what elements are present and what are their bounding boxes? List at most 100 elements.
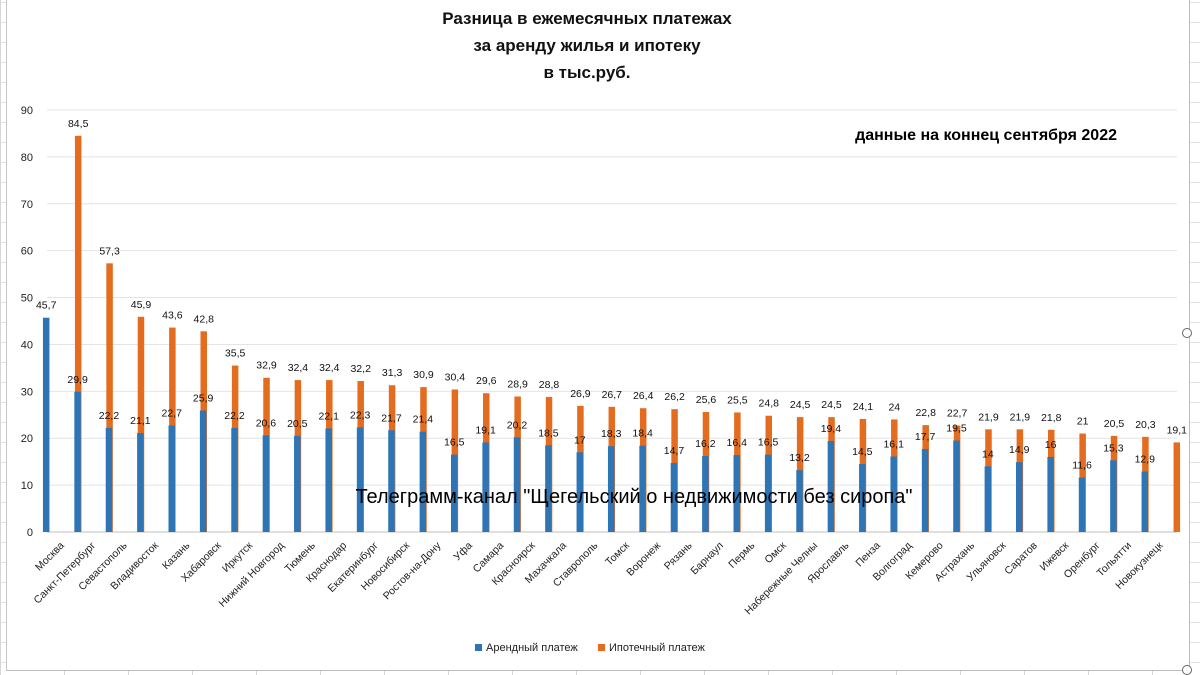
data-label: 14,5: [852, 446, 873, 458]
data-label: 24: [888, 401, 900, 413]
bar-rent[interactable]: [639, 445, 646, 532]
data-label: 21,9: [978, 411, 999, 423]
bar-rent[interactable]: [890, 456, 897, 532]
x-tick-label: Ростов-на-Дону: [381, 539, 444, 602]
data-label: 84,5: [68, 118, 89, 130]
bar-rent[interactable]: [42, 317, 50, 532]
bar-mortgage[interactable]: [106, 263, 113, 532]
data-label: 24,8: [759, 398, 780, 410]
x-tick-label: Саратов: [1002, 539, 1040, 577]
data-label: 19,4: [821, 423, 842, 435]
data-label: 15,3: [1103, 442, 1124, 454]
data-label: 20,5: [1104, 418, 1125, 430]
data-label: 22,2: [224, 410, 245, 422]
legend-swatch-mortgage: [598, 644, 605, 651]
legend: Арендный платеж Ипотечный платеж: [475, 642, 705, 654]
data-label: 16,1: [883, 439, 904, 451]
data-label: 45,9: [131, 299, 152, 311]
data-label: 32,2: [350, 363, 371, 375]
bar-rent[interactable]: [859, 464, 866, 532]
legend-label-rent: Арендный платеж: [486, 642, 578, 654]
data-label: 21,1: [130, 415, 151, 427]
bar-rent[interactable]: [921, 449, 929, 532]
y-tick-label: 90: [21, 105, 33, 117]
resize-handle-bottom-right[interactable]: [1182, 665, 1192, 675]
y-tick-label: 10: [21, 480, 33, 492]
bar-rent[interactable]: [733, 455, 741, 532]
chart-frame[interactable]: 0 10 20 30 40 50 60 70 80 90 45,7 84,5 29,9 57,3 22,2…: [6, 0, 1190, 671]
bar-mortgage[interactable]: [74, 135, 82, 533]
data-label: 12,9: [1135, 454, 1156, 466]
data-label: 16,4: [727, 437, 748, 449]
data-label: 57,3: [99, 245, 120, 257]
x-axis: МоскваСанкт-ПетербургСевастопольВладивос…: [31, 539, 1165, 617]
bar-rent[interactable]: [545, 445, 552, 532]
bar-rent[interactable]: [984, 466, 992, 532]
data-label: 26,4: [633, 390, 654, 402]
data-label: 22,7: [947, 408, 968, 420]
y-tick-label: 40: [21, 339, 33, 351]
bar-rent[interactable]: [764, 454, 772, 532]
data-label: 21,4: [413, 414, 434, 426]
chart-title-line-1: Разница в ежемесячных платежах: [442, 9, 732, 28]
bar-rent[interactable]: [262, 435, 270, 532]
data-label: 22,1: [318, 410, 339, 422]
bar-mortgage[interactable]: [137, 316, 145, 532]
y-tick-label: 0: [27, 527, 33, 539]
data-label: 35,5: [225, 348, 246, 360]
bar-rent[interactable]: [670, 463, 678, 532]
watermark-text: Телеграмм-канал "Щегельский о недвижимос…: [355, 486, 912, 508]
bar-rent[interactable]: [74, 391, 81, 532]
y-tick-label: 60: [21, 246, 33, 258]
data-label: 18,5: [538, 427, 559, 439]
bar-rent[interactable]: [168, 425, 176, 532]
data-label: 32,4: [288, 362, 309, 374]
bar-rent[interactable]: [1110, 460, 1117, 532]
bar-mortgage[interactable]: [1173, 442, 1181, 532]
data-label: 22,2: [99, 410, 120, 422]
bar-rent[interactable]: [1141, 471, 1149, 532]
data-label: 13,2: [789, 452, 810, 464]
x-tick-label: Пенза: [853, 540, 883, 570]
data-label: 25,9: [193, 393, 214, 405]
y-tick-label: 70: [21, 199, 33, 211]
bar-rent[interactable]: [796, 470, 803, 532]
bar-rent[interactable]: [1016, 462, 1023, 532]
bar-rent[interactable]: [137, 433, 144, 532]
bar-rent[interactable]: [702, 456, 709, 532]
data-label: 26,9: [570, 388, 591, 400]
bar-rent[interactable]: [356, 427, 364, 532]
bar-rent[interactable]: [325, 428, 332, 532]
bars[interactable]: [42, 135, 1181, 533]
bar-rent[interactable]: [607, 446, 615, 532]
data-label: 43,6: [162, 310, 183, 322]
data-label: 22,7: [162, 408, 183, 420]
y-tick-label: 30: [21, 386, 33, 398]
y-tick-label: 80: [21, 152, 33, 164]
data-label: 20,3: [1135, 419, 1156, 431]
bar-rent[interactable]: [419, 431, 427, 532]
bar-rent[interactable]: [953, 440, 960, 532]
bar-rent[interactable]: [294, 435, 301, 532]
data-date-note: данные на коннец сентября 2022: [855, 127, 1117, 144]
bar-rent[interactable]: [388, 430, 395, 532]
bar-rent[interactable]: [231, 427, 238, 532]
bar-rent[interactable]: [199, 410, 207, 532]
bar-rent[interactable]: [576, 452, 584, 532]
data-labels: 45,7 84,5 29,9 57,3 22,2 45,9 21,1 43,6 22,7 42,8…: [36, 118, 1187, 472]
bar-rent[interactable]: [451, 454, 458, 532]
data-label: 14: [982, 448, 994, 460]
bar-rent[interactable]: [827, 441, 835, 532]
resize-handle-right[interactable]: [1182, 328, 1192, 338]
x-tick-label: Барнаул: [688, 540, 726, 578]
bar-rent[interactable]: [105, 427, 113, 532]
data-label: 18,4: [632, 428, 653, 440]
data-label: 17: [574, 434, 586, 446]
bar-rent[interactable]: [1078, 477, 1086, 532]
legend-label-mortgage: Ипотечный платеж: [609, 642, 705, 654]
bar-rent[interactable]: [482, 442, 489, 532]
bar-rent[interactable]: [513, 437, 521, 532]
data-label: 16,5: [758, 437, 779, 449]
data-label: 24,5: [821, 399, 842, 411]
bar-rent[interactable]: [1047, 456, 1054, 532]
